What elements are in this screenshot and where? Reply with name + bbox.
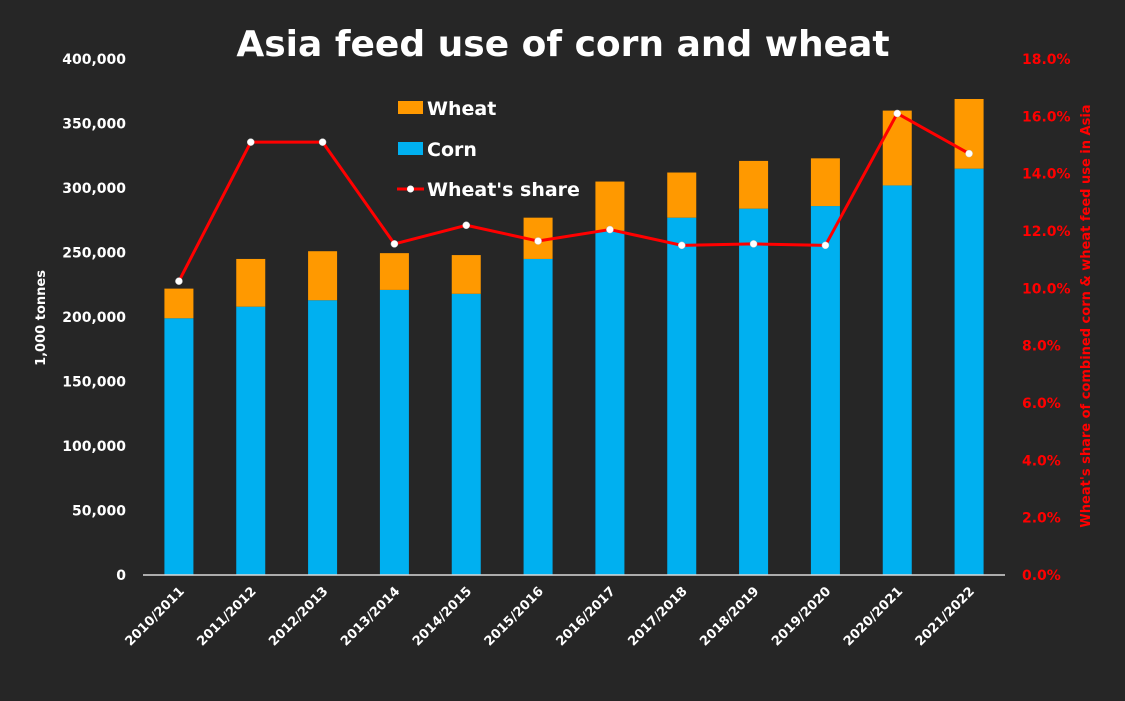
bar-corn xyxy=(810,206,840,575)
legend-label-wheat: Wheat xyxy=(427,98,496,120)
y2-tick-label: 4.0% xyxy=(1022,453,1061,469)
share-marker xyxy=(318,138,327,146)
y2-tick-label: 14.0% xyxy=(1022,167,1071,183)
bar-corn xyxy=(882,185,912,576)
chart-title: Asia feed use of corn and wheat xyxy=(236,24,889,65)
bar-wheat xyxy=(164,288,194,319)
y2-tick-label: 18.0% xyxy=(1022,52,1071,68)
share-marker xyxy=(606,225,614,234)
share-marker xyxy=(678,241,686,250)
y-axis-left: 0 50,000 100,000 150,000 200,000 250,000 300,0… xyxy=(62,52,126,584)
share-line xyxy=(177,111,970,282)
y2-tick-label: 12.0% xyxy=(1022,224,1071,240)
y-tick-label: 150,000 xyxy=(62,375,126,391)
legend-swatch-wheat xyxy=(398,101,423,114)
bar-corn xyxy=(379,289,409,575)
y2-tick-label: 8.0% xyxy=(1022,339,1061,355)
y-tick-label: 350,000 xyxy=(62,117,126,133)
bar-corn xyxy=(451,293,481,575)
bar-wheat xyxy=(379,253,409,290)
y-tick-label: 100,000 xyxy=(62,439,126,455)
bar-wheat xyxy=(595,181,625,231)
legend-swatch-share-marker xyxy=(407,185,414,193)
share-marker xyxy=(534,237,542,245)
y2-tick-label: 6.0% xyxy=(1022,396,1061,412)
share-marker xyxy=(462,221,470,230)
y2-axis-label: Wheat's share of combined corn & wheat f… xyxy=(1079,104,1094,527)
bar-wheat xyxy=(236,258,266,307)
bar-wheat xyxy=(308,251,338,301)
bar-corn xyxy=(308,300,338,575)
y-axis-right: 0.0% 2.0% 4.0% 6.0% 8.0% 10.0% 12.0% 14.0% 16.0%… xyxy=(1022,52,1071,584)
y-axis-label: 1,000 tonnes xyxy=(34,270,49,366)
bar-wheat xyxy=(739,160,769,209)
y-tick-label: 400,000 xyxy=(62,52,126,68)
legend-label-corn: Corn xyxy=(427,139,477,161)
bar-corn xyxy=(164,318,194,575)
bar-wheat xyxy=(451,255,481,294)
share-marker xyxy=(247,138,255,146)
bar-corn xyxy=(739,208,769,575)
bar-wheat xyxy=(667,172,697,218)
share-marker xyxy=(893,109,901,118)
share-marker xyxy=(821,241,830,250)
legend: Wheat Corn Wheat's share xyxy=(397,98,580,201)
share-marker xyxy=(390,240,399,248)
share-marker xyxy=(965,149,973,158)
share-line-series xyxy=(175,109,973,285)
bar-corn xyxy=(523,258,553,575)
y2-tick-label: 0.0% xyxy=(1022,568,1061,584)
y-tick-label: 300,000 xyxy=(62,181,126,197)
y-tick-label: 50,000 xyxy=(72,504,126,520)
legend-label-share: Wheat's share xyxy=(427,179,580,201)
bar-wheat xyxy=(810,158,840,207)
y-tick-label: 0 xyxy=(116,568,126,584)
bar-corn xyxy=(954,168,984,575)
bar-wheat xyxy=(882,110,912,186)
bar-wheat xyxy=(954,98,984,169)
bar-corn xyxy=(595,230,625,575)
bars xyxy=(164,98,984,576)
bar-corn xyxy=(236,306,266,575)
y2-tick-label: 2.0% xyxy=(1022,511,1061,527)
bar-corn xyxy=(667,217,697,576)
share-marker xyxy=(749,240,758,248)
y-tick-label: 200,000 xyxy=(62,310,126,326)
share-marker xyxy=(175,277,183,285)
y2-tick-label: 16.0% xyxy=(1022,109,1071,125)
y2-tick-label: 10.0% xyxy=(1022,281,1071,297)
legend-swatch-corn xyxy=(398,142,423,155)
y-tick-label: 250,000 xyxy=(62,246,126,262)
